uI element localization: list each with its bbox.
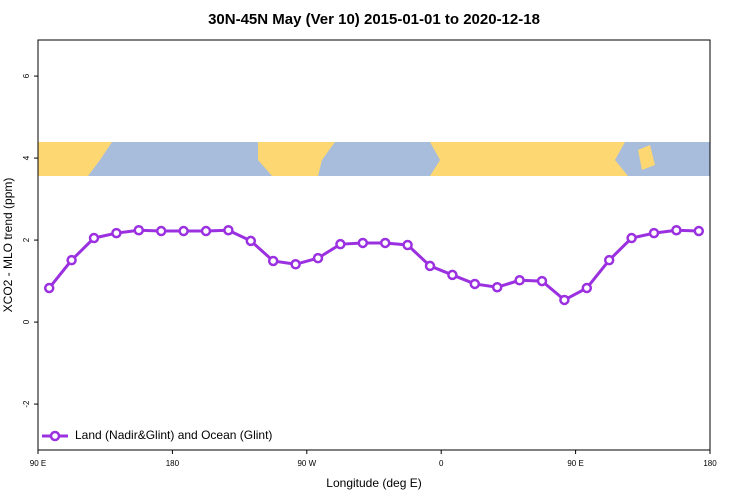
data-point [447, 269, 458, 281]
data-point [514, 275, 525, 286]
data-point [245, 235, 257, 247]
plot-frame [37, 39, 711, 451]
data-point [424, 260, 436, 272]
x-tick-label: 90 E [567, 459, 583, 468]
data-point [379, 237, 391, 249]
x-tick-label: 180 [166, 459, 180, 468]
data-point [648, 227, 660, 239]
y-axis-label: XCO2 - MLO trend (ppm) [1, 178, 15, 313]
data-point [223, 224, 234, 236]
data-point [469, 278, 481, 290]
data-point [155, 225, 167, 237]
x-tick-label: 90 W [297, 459, 316, 468]
data-point [693, 225, 705, 237]
data-point [290, 259, 301, 270]
legend-label: Land (Nadir&Glint) and Ocean (Glint) [75, 428, 272, 442]
data-point [402, 239, 413, 251]
data-point [88, 232, 100, 244]
data-point [603, 254, 615, 266]
data-point [267, 255, 279, 267]
x-tick-label: 180 [703, 459, 717, 468]
data-point [43, 282, 55, 294]
y-tick-label: 2 [22, 237, 31, 242]
x-tick-label: 0 [439, 459, 444, 468]
x-axis-label: Longitude (deg E) [326, 476, 421, 490]
y-tick-label: 6 [22, 73, 31, 78]
data-point [133, 224, 145, 236]
data-point [671, 224, 682, 236]
series-line [48, 228, 699, 302]
data-point [357, 237, 369, 249]
data-point [536, 275, 548, 287]
y-tick-label: -2 [22, 400, 31, 408]
data-point [491, 281, 503, 293]
data-point [626, 232, 637, 244]
chart-title: 30N-45N May (Ver 10) 2015-01-01 to 2020-… [208, 11, 540, 28]
x-tick-label: 90 E [30, 459, 46, 468]
data-point [559, 294, 570, 306]
y-tick-label: 0 [22, 319, 31, 324]
data-point [66, 254, 77, 266]
y-tick-label: 4 [22, 155, 31, 160]
data-point [581, 282, 593, 294]
data-point [335, 238, 346, 250]
map-strip [38, 142, 710, 176]
legend-marker [49, 430, 61, 442]
data-point [200, 225, 212, 237]
data-point [312, 252, 324, 264]
data-point [111, 227, 122, 239]
data-point [178, 225, 189, 237]
